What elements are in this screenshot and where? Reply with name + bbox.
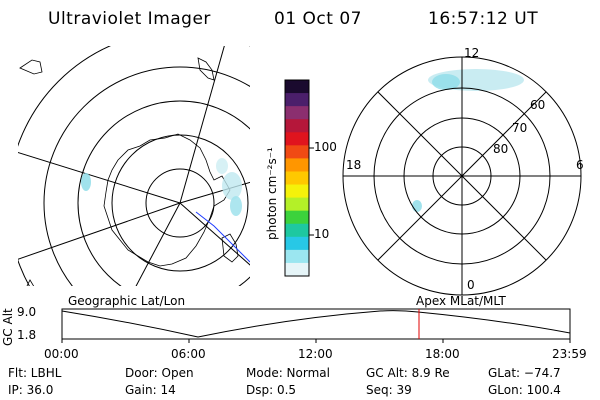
timeline-left-label: Geographic Lat/Lon	[68, 294, 186, 308]
timeline-xtick-2359: 23:59	[552, 347, 587, 361]
map-meridian	[18, 202, 181, 260]
color-bar-band	[285, 80, 309, 94]
timeline-xtick-0000: 00:00	[44, 347, 79, 361]
aurora-patch	[81, 173, 91, 191]
timeline-frame	[61, 308, 571, 340]
info-gain: Gain: 14	[125, 383, 176, 397]
info-gc-alt: GC Alt: 8.9 Re	[366, 366, 450, 380]
info-mode: Mode: Normal	[246, 366, 330, 380]
aurora-patch	[216, 158, 228, 174]
mlat-label-60: 60	[530, 98, 546, 112]
color-bar-frame	[284, 79, 310, 277]
map-lat-circle	[145, 168, 215, 238]
aurora-patch	[432, 74, 460, 90]
terminator-line	[195, 211, 250, 263]
mlt-label-18: 18	[346, 158, 362, 172]
map-meridian	[18, 151, 181, 204]
info-seq: Seq: 39	[366, 383, 412, 397]
info-dsp: Dsp: 0.5	[246, 383, 297, 397]
color-bar-band	[285, 106, 309, 120]
color-bar-band	[285, 223, 309, 238]
color-bar-band	[285, 249, 309, 264]
timeline-ytick-low: 1.8	[17, 328, 37, 342]
south-america-coastline	[197, 57, 215, 81]
color-bar-band	[285, 197, 309, 212]
mlt-label-6: 6	[576, 158, 584, 172]
image-date: 01 Oct 07	[274, 9, 362, 29]
map-meridian	[179, 181, 250, 204]
mlt-label-12: 12	[464, 46, 480, 60]
color-bar-band	[285, 119, 309, 133]
aurora-patch	[222, 172, 242, 200]
mlt-label-0: 0	[467, 278, 475, 292]
color-bar-band	[285, 158, 309, 172]
mlat-label-80: 80	[493, 142, 509, 156]
info-door: Door: Open	[125, 366, 194, 380]
info-filter: Flt: LBHL	[8, 366, 62, 380]
island-coastline	[19, 59, 43, 75]
new-zealand-coastline	[221, 233, 239, 263]
map-lat-circle	[43, 66, 250, 286]
map-lat-circle	[77, 100, 250, 286]
timeline-xtick-1800: 18:00	[425, 347, 460, 361]
timeline-xtick-0600: 06:00	[171, 347, 206, 361]
polar-diagonal	[377, 91, 547, 261]
info-ip: IP: 36.0	[8, 383, 54, 397]
map-meridian	[135, 202, 181, 286]
island-coastline	[26, 279, 35, 286]
instrument-title: Ultraviolet Imager	[48, 9, 211, 29]
color-bar-tick-100: 100	[314, 140, 337, 154]
map-meridian	[179, 46, 225, 204]
info-glon: GLon: 100.4	[488, 383, 561, 397]
color-bar-band	[285, 184, 309, 199]
color-bar-band	[285, 236, 309, 251]
timeline-ytick-high: 9.0	[17, 305, 37, 319]
color-bar-band	[285, 171, 309, 186]
antarctica-coastline	[103, 133, 231, 267]
color-bar-band	[285, 210, 309, 225]
aurora-patch	[230, 196, 242, 216]
map-meridian	[179, 202, 250, 266]
mlat-label-70: 70	[512, 121, 528, 135]
color-bar-band	[285, 262, 309, 277]
color-bar-band	[285, 145, 309, 159]
image-time: 16:57:12 UT	[428, 9, 539, 29]
color-bar-band	[285, 132, 309, 146]
timeline-right-label: Apex MLat/MLT	[416, 294, 506, 308]
color-bar-tick-10: 10	[314, 227, 330, 241]
timeline-xtick-1200: 12:00	[298, 347, 333, 361]
altitude-curve	[61, 310, 571, 338]
color-bar-band	[285, 93, 309, 107]
info-glat: GLat: −74.7	[488, 366, 561, 380]
